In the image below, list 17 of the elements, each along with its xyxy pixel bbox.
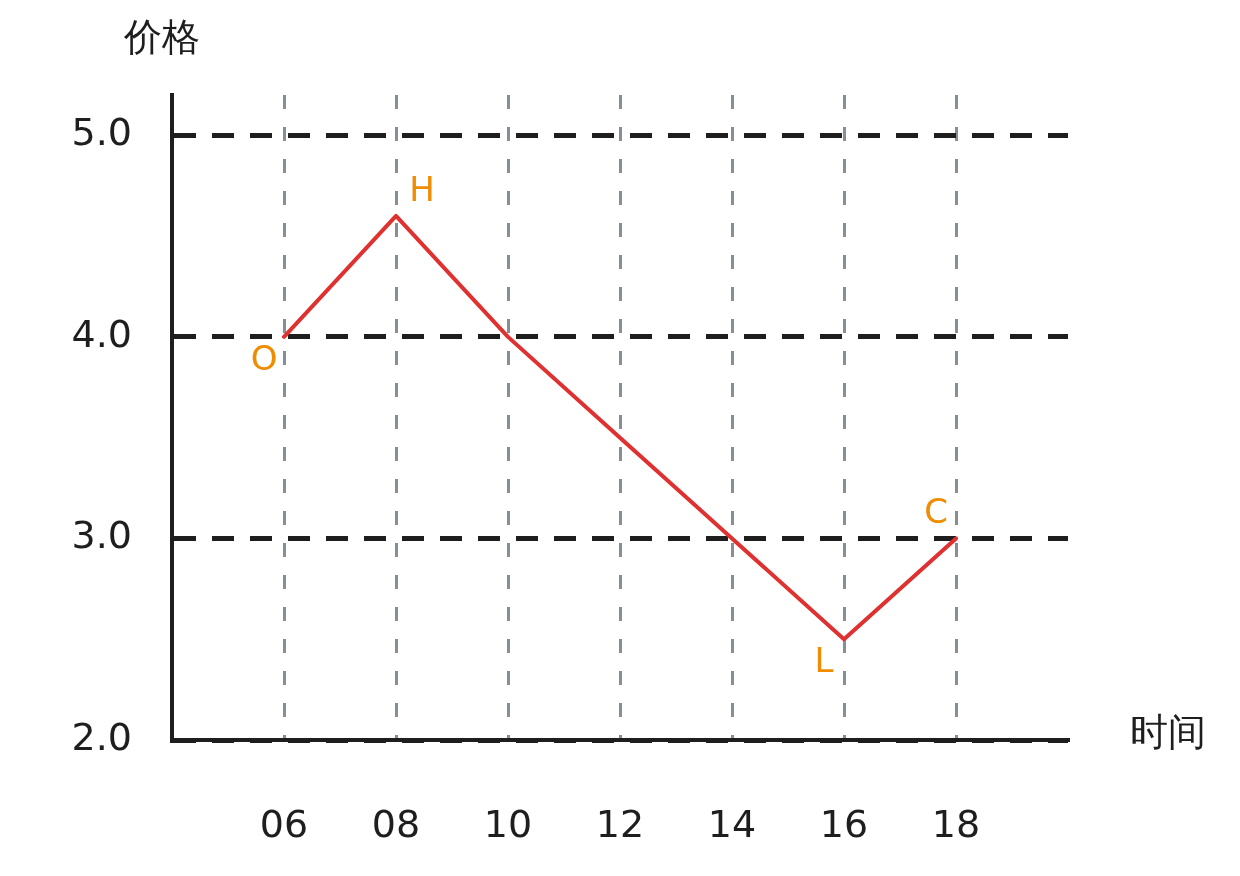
annotation: L — [814, 640, 834, 681]
y-tick-label: 3.0 — [71, 513, 132, 558]
x-tick-label: 08 — [371, 801, 421, 846]
y-tick-label: 2.0 — [71, 714, 132, 759]
x-tick-label: 10 — [483, 801, 533, 846]
annotation: C — [924, 491, 948, 532]
y-tick-label: 4.0 — [71, 311, 132, 356]
x-tick-label: 16 — [819, 801, 869, 846]
x-tick-label: 18 — [931, 801, 981, 846]
y-axis-title: 价格 — [123, 14, 200, 59]
y-tick-label: 5.0 — [71, 110, 132, 155]
x-tick-label: 06 — [259, 801, 309, 846]
x-tick-label: 12 — [595, 801, 645, 846]
annotation: H — [409, 168, 435, 209]
annotation: O — [250, 337, 278, 378]
x-tick-label: 14 — [707, 801, 757, 846]
x-axis-title: 时间 — [1130, 709, 1206, 754]
